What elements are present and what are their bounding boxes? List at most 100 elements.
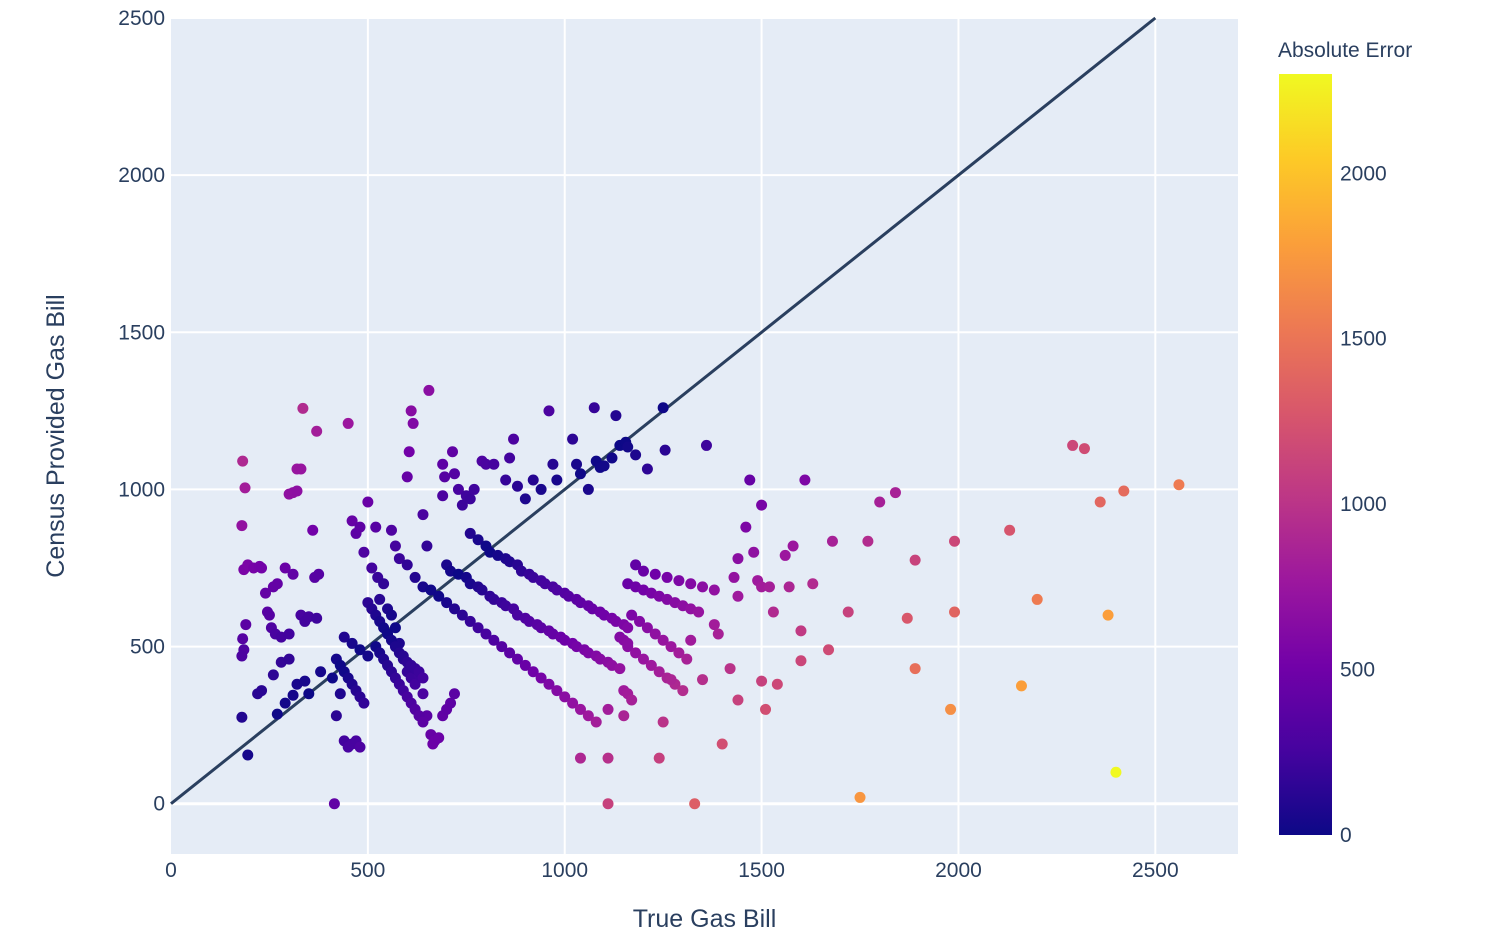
- data-point[interactable]: [378, 578, 390, 590]
- data-point[interactable]: [649, 628, 661, 640]
- data-point[interactable]: [511, 653, 523, 665]
- data-point[interactable]: [582, 483, 594, 495]
- data-point[interactable]: [547, 458, 559, 470]
- data-point[interactable]: [358, 546, 370, 558]
- data-point[interactable]: [464, 493, 476, 505]
- data-point[interactable]: [795, 655, 807, 667]
- data-point[interactable]: [657, 716, 669, 728]
- data-point[interactable]: [728, 571, 740, 583]
- data-point[interactable]: [315, 666, 327, 678]
- data-point[interactable]: [1173, 479, 1185, 491]
- data-point[interactable]: [543, 678, 555, 690]
- data-point[interactable]: [307, 524, 319, 536]
- data-point[interactable]: [437, 458, 449, 470]
- data-point[interactable]: [504, 647, 516, 659]
- data-point[interactable]: [732, 694, 744, 706]
- data-point[interactable]: [693, 606, 705, 618]
- data-point[interactable]: [854, 791, 866, 803]
- data-point[interactable]: [606, 452, 618, 464]
- data-point[interactable]: [760, 703, 772, 715]
- data-point[interactable]: [476, 584, 488, 596]
- data-point[interactable]: [756, 675, 768, 687]
- data-point[interactable]: [287, 568, 299, 580]
- data-point[interactable]: [637, 653, 649, 665]
- data-point[interactable]: [295, 463, 307, 475]
- data-point[interactable]: [346, 515, 358, 527]
- data-point[interactable]: [630, 647, 642, 659]
- data-point[interactable]: [665, 641, 677, 653]
- data-point[interactable]: [653, 666, 665, 678]
- data-point[interactable]: [417, 688, 429, 700]
- data-point[interactable]: [582, 710, 594, 722]
- data-point[interactable]: [673, 647, 685, 659]
- data-point[interactable]: [464, 615, 476, 627]
- data-point[interactable]: [527, 474, 539, 486]
- data-point[interactable]: [630, 449, 642, 461]
- data-point[interactable]: [744, 474, 756, 486]
- data-point[interactable]: [448, 603, 460, 615]
- data-point[interactable]: [1015, 680, 1027, 692]
- data-point[interactable]: [527, 666, 539, 678]
- data-point[interactable]: [659, 444, 671, 456]
- data-point[interactable]: [401, 559, 413, 571]
- data-point[interactable]: [681, 653, 693, 665]
- data-point[interactable]: [405, 405, 417, 417]
- data-point[interactable]: [909, 554, 921, 566]
- data-point[interactable]: [313, 568, 325, 580]
- data-point[interactable]: [439, 471, 451, 483]
- data-point[interactable]: [480, 628, 492, 640]
- data-point[interactable]: [447, 446, 459, 458]
- data-point[interactable]: [338, 631, 350, 643]
- data-point[interactable]: [417, 509, 429, 521]
- data-point[interactable]: [1110, 766, 1122, 778]
- data-point[interactable]: [949, 535, 961, 547]
- data-point[interactable]: [1078, 443, 1090, 455]
- data-point[interactable]: [283, 653, 295, 665]
- data-point[interactable]: [748, 546, 760, 558]
- data-point[interactable]: [456, 499, 468, 511]
- data-point[interactable]: [653, 752, 665, 764]
- data-point[interactable]: [452, 483, 464, 495]
- data-point[interactable]: [551, 685, 563, 697]
- data-point[interactable]: [271, 578, 283, 590]
- data-point[interactable]: [480, 458, 492, 470]
- data-point[interactable]: [464, 527, 476, 539]
- data-point[interactable]: [354, 644, 366, 656]
- data-point[interactable]: [437, 490, 449, 502]
- data-point[interactable]: [236, 520, 248, 532]
- data-point[interactable]: [712, 628, 724, 640]
- data-point[interactable]: [417, 716, 429, 728]
- data-point[interactable]: [456, 609, 468, 621]
- data-point[interactable]: [779, 549, 791, 561]
- data-point[interactable]: [259, 587, 271, 599]
- data-point[interactable]: [697, 581, 709, 593]
- data-point[interactable]: [374, 593, 386, 605]
- data-point[interactable]: [421, 540, 433, 552]
- data-point[interactable]: [425, 584, 437, 596]
- data-point[interactable]: [1067, 439, 1079, 451]
- data-point[interactable]: [362, 650, 374, 662]
- data-point[interactable]: [874, 496, 886, 508]
- data-point[interactable]: [311, 612, 323, 624]
- data-point[interactable]: [519, 659, 531, 671]
- data-point[interactable]: [236, 711, 248, 723]
- data-point[interactable]: [263, 609, 275, 621]
- data-point[interactable]: [598, 460, 610, 472]
- data-point[interactable]: [732, 553, 744, 565]
- data-point[interactable]: [763, 581, 775, 593]
- data-point[interactable]: [389, 622, 401, 634]
- data-point[interactable]: [267, 669, 279, 681]
- data-point[interactable]: [673, 575, 685, 587]
- data-point[interactable]: [649, 568, 661, 580]
- data-point[interactable]: [771, 678, 783, 690]
- data-point[interactable]: [716, 738, 728, 750]
- data-point[interactable]: [756, 499, 768, 511]
- data-point[interactable]: [602, 703, 614, 715]
- data-point[interactable]: [842, 606, 854, 618]
- data-point[interactable]: [618, 710, 630, 722]
- data-point[interactable]: [551, 474, 563, 486]
- data-point[interactable]: [511, 480, 523, 492]
- data-point[interactable]: [724, 663, 736, 675]
- data-point[interactable]: [271, 708, 283, 720]
- data-point[interactable]: [945, 703, 957, 715]
